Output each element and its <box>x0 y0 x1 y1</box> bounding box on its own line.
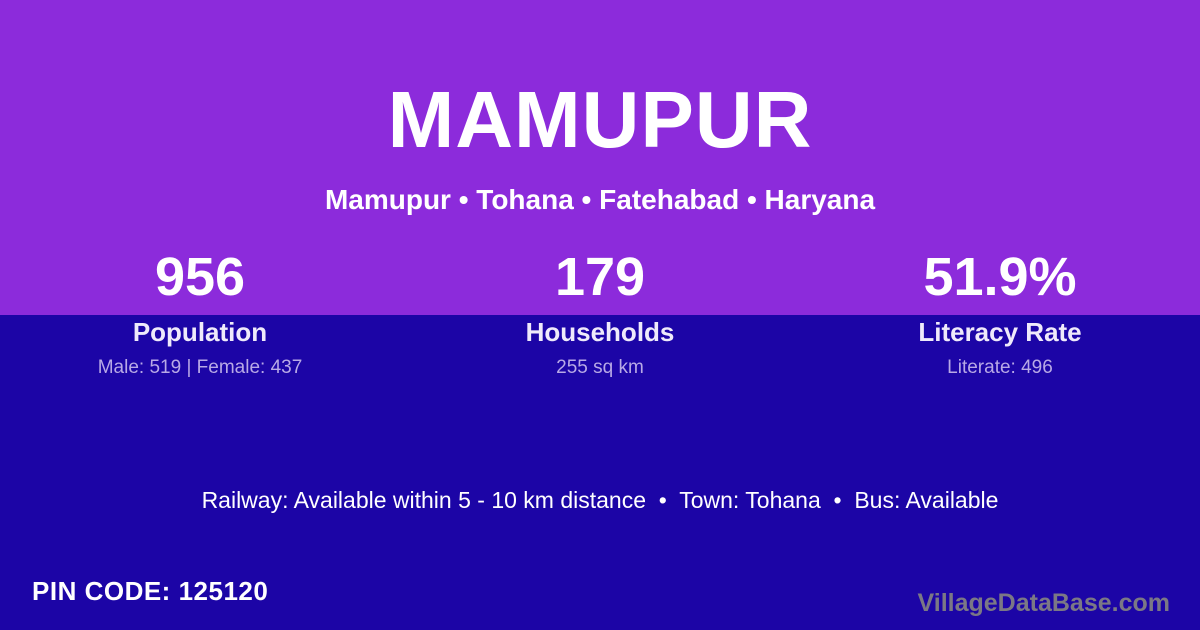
breadcrumb: Mamupur • Tohana • Fatehabad • Haryana <box>324 184 876 215</box>
transport-info-line: Railway: Available within 5 - 10 km dist… <box>201 487 999 513</box>
purple-panel <box>0 0 1200 315</box>
stat-value: 51.9% <box>923 247 1077 307</box>
stat-value: 179 <box>554 247 646 307</box>
stat-detail: 255 sq km <box>556 357 644 378</box>
blue-panel <box>0 315 1200 630</box>
stat-value: 956 <box>154 247 246 307</box>
pin-code: PIN CODE: 125120 <box>32 576 269 606</box>
stat-literacy-rate: 51.9% Literacy Rate Literate: 496 <box>800 246 1200 379</box>
stat-detail: Literate: 496 <box>947 357 1053 378</box>
stat-detail: Male: 519 | Female: 437 <box>97 357 303 378</box>
stat-label: Literacy Rate <box>918 317 1082 347</box>
stats-row: 956 Population Male: 519 | Female: 437 1… <box>0 246 1200 379</box>
stat-households: 179 Households 255 sq km <box>400 246 800 379</box>
stat-label: Households <box>525 317 675 347</box>
branding-watermark: VillageDataBase.com <box>917 589 1170 617</box>
stat-label: Population <box>132 317 268 347</box>
stat-population: 956 Population Male: 519 | Female: 437 <box>0 246 400 379</box>
page-title: MAMUPUR <box>387 75 813 164</box>
